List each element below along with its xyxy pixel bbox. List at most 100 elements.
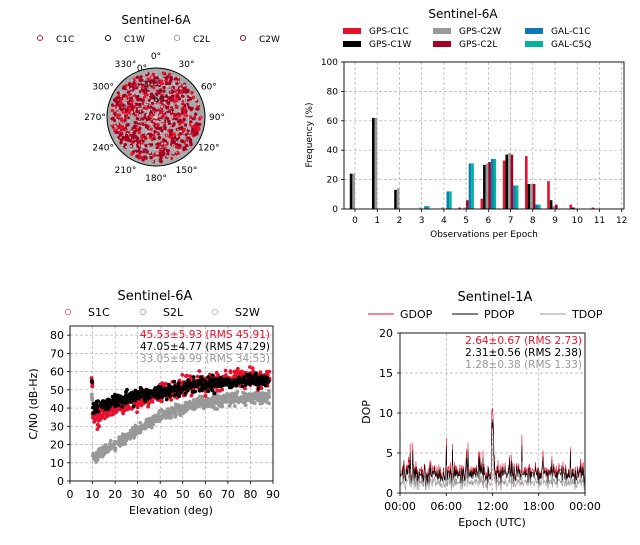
skyplot-point [135, 139, 139, 143]
cn0-point-S2L [113, 404, 117, 409]
skyplot-point [174, 145, 179, 149]
skyplot-point [142, 150, 146, 154]
skyplot-point [112, 118, 117, 123]
cn0-point-S2W [94, 450, 99, 455]
cn0-legend: S1C S2L S2W [64, 306, 260, 319]
cn0-point-S2W [149, 424, 154, 429]
skyplot-point [166, 152, 170, 156]
cn0-point-S2W [256, 397, 260, 401]
cn0-point-S2W [231, 395, 236, 400]
cn0-point-S2W [128, 428, 133, 433]
cn0-point-S1C [159, 399, 164, 403]
skyplot-point-gray [150, 76, 154, 79]
cn0-point-S2W [132, 433, 136, 438]
cn0-points [89, 365, 272, 464]
skyplot-point [176, 94, 180, 99]
cn0-point-S1C [92, 420, 97, 424]
cn0-point-S2W [252, 401, 257, 406]
bar-chart-ylabel: Frequency (%) [305, 103, 315, 168]
skyplot-point-gray [130, 87, 133, 91]
cn0-point-S2L [103, 400, 108, 404]
skyplot-point [186, 88, 190, 93]
bar-GPS-C1W-0 [349, 173, 353, 209]
cn0-point-S2L [151, 392, 156, 397]
legend-swatch-GPS-C2L [433, 41, 451, 47]
cn0-point-S2W [91, 451, 96, 456]
skyplot-point-gray [129, 145, 133, 148]
skyplot-point [124, 94, 129, 99]
legend-label-S2L: S2L [163, 306, 184, 319]
cn0-point-S1C [135, 405, 140, 410]
skyplot-point [135, 109, 139, 114]
skyplot-point-gray [191, 123, 194, 126]
skyplot-spoke [155, 92, 199, 118]
cn0-point-S2W [112, 440, 117, 444]
skyplot-point-gray [168, 113, 171, 117]
cn0-point-S2L [125, 387, 129, 392]
legend-label-TDOP: TDOP [571, 308, 603, 321]
skyplot-point [180, 110, 185, 115]
cn0-ytick-60: 60 [50, 366, 64, 379]
skyplot-point-gray [147, 96, 150, 100]
skyplot-point [121, 135, 125, 139]
bar-GPS-C2W-1 [374, 117, 378, 209]
cn0-point-S1C [100, 414, 105, 419]
cn0-point-S2L [131, 404, 136, 409]
cn0-point-S2W [120, 435, 125, 439]
skyplot-point-gray [161, 119, 164, 123]
skyplot-point [174, 117, 179, 121]
skyplot-point [190, 91, 194, 95]
cn0-point-S1C [180, 373, 185, 377]
cn0-ytick-50: 50 [50, 384, 64, 397]
skyplot-spoke [155, 74, 181, 118]
cn0-point-S2W [167, 408, 172, 412]
cn0-point-S2W [239, 395, 243, 399]
cn0-point-S2W [221, 396, 226, 401]
skyplot-point [119, 138, 124, 142]
bar-GPS-C1W-8 [527, 184, 531, 209]
skyplot-point [135, 154, 139, 158]
cn0-point-S2W [126, 435, 131, 440]
cn0-ytick-10: 10 [50, 457, 64, 470]
skyplot-point [191, 95, 196, 100]
cn0-point-S2L [210, 373, 215, 378]
skyplot-point [156, 142, 160, 146]
bar-xtick-12: 12 [616, 216, 627, 226]
cn0-point-S2L [109, 401, 114, 406]
dop-ytick-0: 0 [386, 487, 393, 500]
skyplot-point-gray [130, 148, 133, 152]
skyplot-point [173, 140, 177, 144]
cn0-point-S2L [141, 391, 145, 395]
skyplot-point-gray [161, 142, 164, 145]
skyplot-point [151, 107, 155, 111]
skyplot-point [174, 77, 178, 81]
cn0-point-S2W [150, 418, 155, 423]
skyplot-point [131, 126, 135, 131]
bar-GAL-C5Q-7 [515, 185, 519, 209]
cn0-point-S1C [217, 389, 222, 393]
cn0-point-S1C [197, 369, 202, 373]
skyplot-point [115, 130, 119, 134]
skyplot-radial-ticks: 0° 30° 60° [137, 64, 169, 105]
cn0-point-S1C [94, 417, 99, 422]
legend-label-GAL-C5Q: GAL-C5Q [551, 40, 591, 50]
cn0-xtick-90: 90 [266, 488, 280, 501]
cn0-point-S2L [178, 390, 183, 395]
cn0-point-S2W [157, 417, 162, 422]
cn0-xtick-60: 60 [198, 488, 212, 501]
skyplot-point-gray [183, 84, 186, 87]
dop-annotation: 1.28±0.38 (RMS 1.33) [465, 359, 582, 371]
skyplot-point [136, 98, 140, 102]
cn0-point-S2W [173, 411, 178, 416]
bar-GAL-C1C-6 [490, 159, 494, 209]
skyplot-point-gray [110, 122, 114, 125]
skyplot-point-gray [167, 124, 170, 128]
skyplot-point [176, 114, 181, 118]
bar-GPS-C1W-9 [549, 200, 553, 209]
skyplot-point [141, 158, 145, 162]
skyplot-point-gray [176, 135, 179, 138]
dop-ytick-5: 5 [386, 447, 393, 460]
bar-GPS-C1C-8 [525, 156, 528, 209]
dop-panel: Sentinel-1A GDOP PDOP TDOP 00:00 06:00 12:00… [360, 290, 603, 529]
